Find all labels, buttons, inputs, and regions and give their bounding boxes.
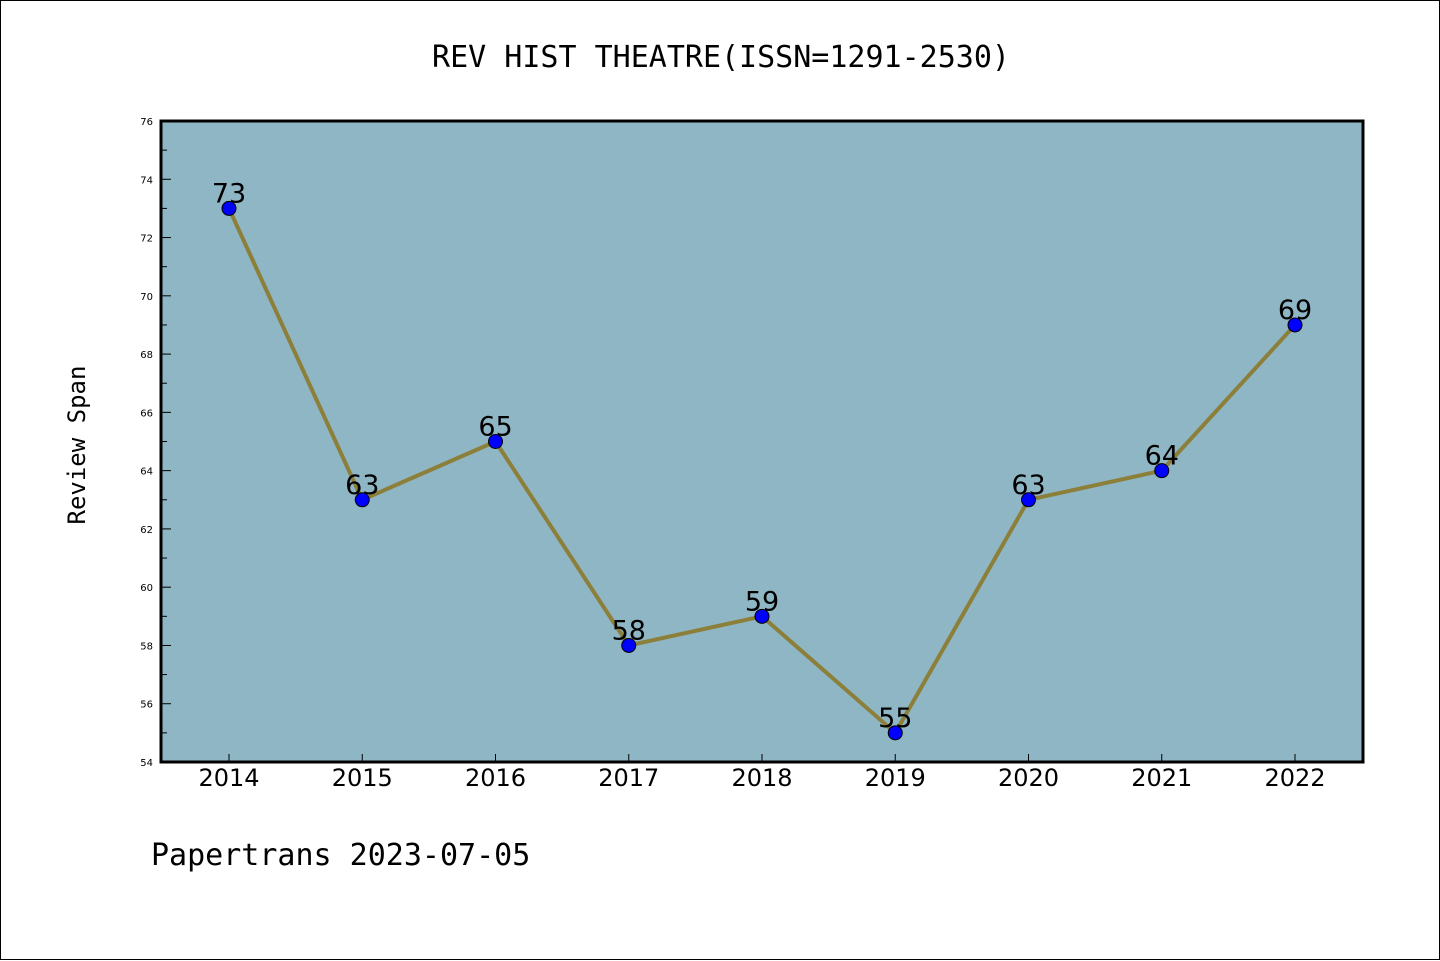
y-tick-label: 58: [140, 641, 153, 652]
y-tick-label: 72: [140, 234, 153, 245]
footer-text: Papertrans 2023-07-05: [151, 838, 530, 873]
x-tick-label: 2016: [465, 764, 526, 792]
data-point: [754, 608, 770, 624]
data-point: [221, 200, 237, 216]
x-axis: 2014 2015 2016 2017 2018 2019 2020 2021 2022: [198, 754, 1326, 792]
x-tick-label: 2018: [731, 764, 792, 792]
data-point: [354, 492, 370, 508]
y-tick-label: 70: [140, 292, 153, 303]
data-label: 73: [212, 178, 246, 209]
x-tick-label: 2022: [1264, 764, 1325, 792]
y-tick-label: 68: [140, 350, 153, 361]
data-label: 59: [745, 586, 779, 617]
data-point: [621, 637, 637, 653]
data-label: 63: [1011, 470, 1045, 501]
data-point: [1021, 492, 1036, 508]
data-point: [887, 725, 903, 741]
y-axis-label: Review Span: [63, 366, 91, 525]
data-labels: 73 63 65 58 59 55 63 64 69: [212, 178, 1312, 733]
y-tick-label: 76: [140, 117, 153, 128]
y-axis: 54 56 58 60 62 64 66 68 70 72 74 76: [140, 117, 171, 769]
y-tick-label: 66: [140, 408, 153, 419]
data-label: 58: [612, 615, 646, 646]
data-label: 64: [1145, 441, 1179, 472]
y-tick-label: 62: [140, 525, 153, 536]
data-label: 65: [478, 412, 512, 443]
y-tick-label: 74: [140, 175, 153, 186]
data-point: [488, 434, 503, 449]
x-tick-label: 2017: [598, 764, 659, 792]
y-tick-label: 64: [140, 467, 153, 478]
series-markers: [221, 200, 1303, 741]
x-tick-label: 2015: [332, 764, 393, 792]
data-point: [1154, 463, 1170, 479]
y-tick-label: 60: [140, 583, 153, 594]
x-tick-label: 2019: [865, 764, 926, 792]
x-tick-label: 2021: [1131, 764, 1192, 792]
data-label: 55: [878, 703, 912, 734]
plot-area: [159, 119, 1365, 764]
y-tick-label: 56: [140, 700, 153, 711]
data-label: 69: [1278, 295, 1312, 326]
chart-title: REV HIST THEATRE(ISSN=1291-2530): [432, 40, 1010, 75]
data-point: [1287, 317, 1303, 333]
x-tick-label: 2020: [998, 764, 1059, 792]
x-tick-label: 2014: [198, 764, 259, 792]
data-label: 63: [345, 470, 379, 501]
y-tick-label: 54: [140, 758, 153, 769]
